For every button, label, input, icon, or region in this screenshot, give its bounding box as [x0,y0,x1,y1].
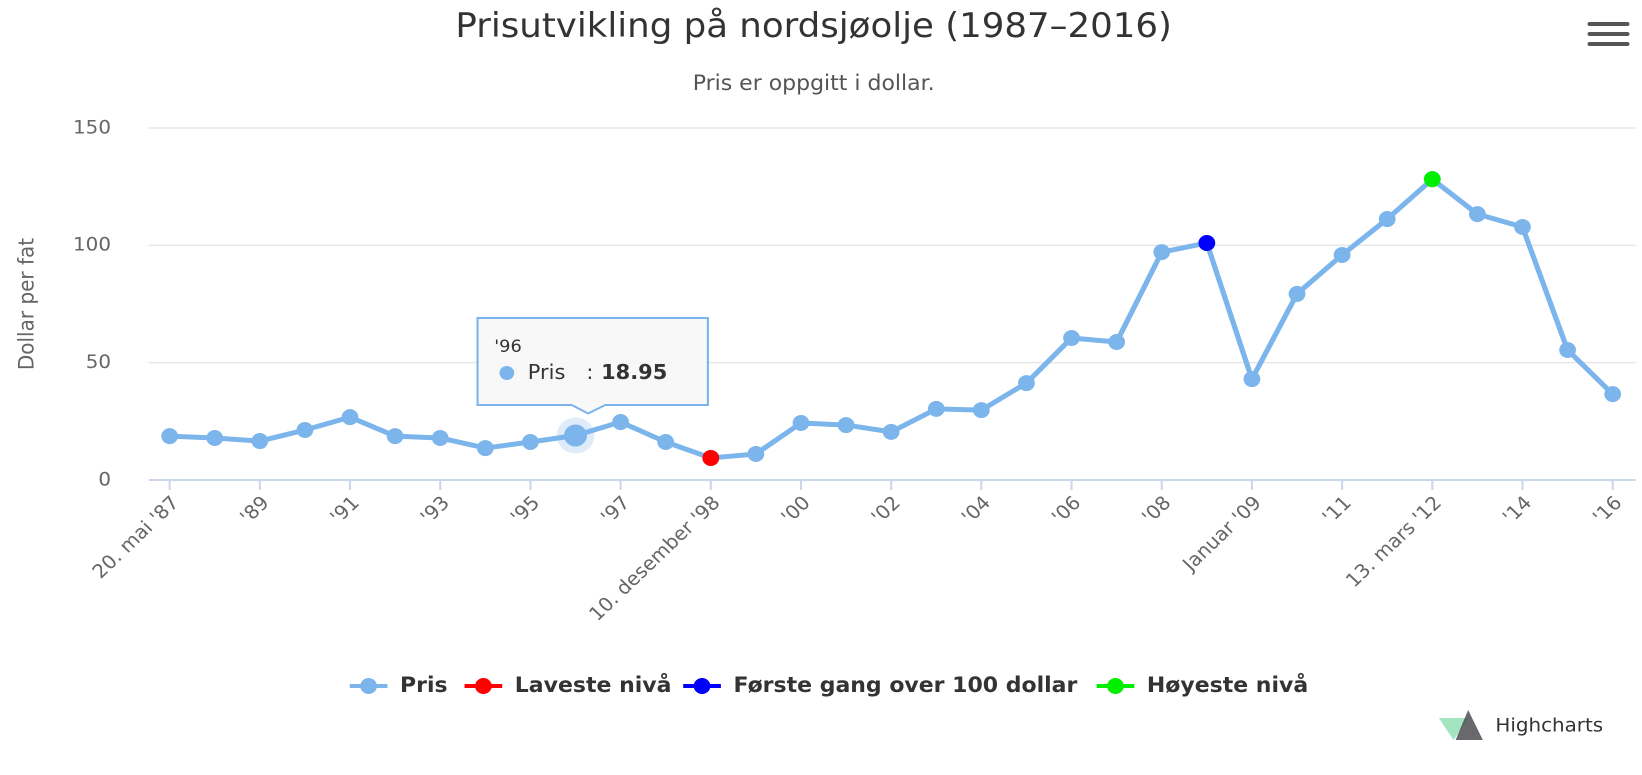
legend-label[interactable]: Første gang over 100 dollar [733,673,1077,697]
point-marker [386,428,404,445]
point-marker [522,433,539,450]
point-marker [1288,285,1306,302]
tooltip-value: 18.95 [601,360,667,383]
point-marker [1378,211,1396,228]
legend-label[interactable]: Pris [400,673,448,697]
legend-marker [360,678,377,694]
legend[interactable]: Pris Laveste nivå Første gang over 100 dol… [349,672,1308,698]
point-marker [206,429,224,446]
x-tick-label: Januar '09 [1177,491,1266,576]
point-marker [1198,234,1216,251]
menu-button[interactable] [1583,20,1630,50]
y-axis-label: Dollar per fat [14,238,39,370]
legend-label[interactable]: Høyeste nivå [1147,672,1308,697]
point-marker [341,409,359,426]
x-tick-label: '06 [1047,491,1085,528]
point-marker [747,445,765,462]
point-marker [792,414,810,431]
menu-bar [1587,42,1630,46]
point-marker [161,428,179,445]
x-tick-label: '16 [1588,491,1626,528]
legend-marker [475,678,492,694]
x-tick-label: '04 [957,491,995,528]
x-tick-label: '93 [416,491,454,528]
x-tick-label: '02 [867,491,905,528]
point-marker [657,433,675,450]
y-tick-label: 100 [73,233,111,255]
x-tick-label: '97 [596,491,634,528]
point-marker [702,449,720,466]
y-tick-label: 150 [73,116,111,138]
point-marker [1243,371,1261,388]
x-tick-label: '00 [776,491,814,528]
point-marker [251,433,269,450]
x-tick-label: 13. mars '12 [1341,491,1446,591]
point-marker [1018,375,1035,392]
point-marker [476,440,494,457]
hover-marker [563,424,588,447]
point-marker [1108,334,1126,351]
credits-logo [1438,710,1483,740]
menu-bar [1587,32,1630,36]
x-tick-label: '08 [1137,491,1175,528]
logo-part [1438,718,1469,740]
tooltip-header: '96 [494,337,522,357]
tooltip: '96 Pris:18.95 [476,317,709,415]
menu-bar [1587,22,1630,26]
point-marker [1559,341,1576,358]
point-marker [612,414,629,431]
tooltip-series: Pris [528,360,566,383]
y-tick-label: 0 [98,468,111,490]
point-marker [972,402,990,419]
y-tick-label: 50 [86,350,111,372]
point-marker [296,422,314,439]
point-marker [927,400,945,417]
legend-marker [693,678,711,694]
x-tick-label: '89 [235,491,273,528]
point-marker [1423,171,1441,188]
point-marker [837,417,855,434]
x-tick-label: '11 [1318,491,1356,528]
point-marker [1604,386,1622,403]
x-tick-label: 20. mai '87 [88,491,184,583]
point-marker [1063,330,1080,347]
point-marker [1469,206,1486,223]
credits[interactable]: Highcharts [1495,714,1603,736]
point-marker [882,423,900,440]
tooltip-box [476,317,709,415]
x-tick-label: '95 [506,491,544,528]
chart-subtitle: Pris er oppgitt i dollar. [693,71,935,95]
x-tick-label: '91 [326,491,364,528]
tooltip-colon: : [586,360,593,383]
x-tick-label: '14 [1498,491,1536,528]
tooltip-dot [499,366,515,380]
point-marker [1153,244,1171,261]
legend-marker [1107,678,1124,694]
point-marker [1333,246,1351,263]
point-marker [1514,219,1531,236]
logo-part [1455,710,1483,740]
series-line [169,176,1615,461]
legend-label[interactable]: Laveste nivå [515,672,672,697]
point-marker [431,429,449,446]
chart-title: Prisutvikling på nordsjøolje (1987–2016) [455,6,1172,46]
